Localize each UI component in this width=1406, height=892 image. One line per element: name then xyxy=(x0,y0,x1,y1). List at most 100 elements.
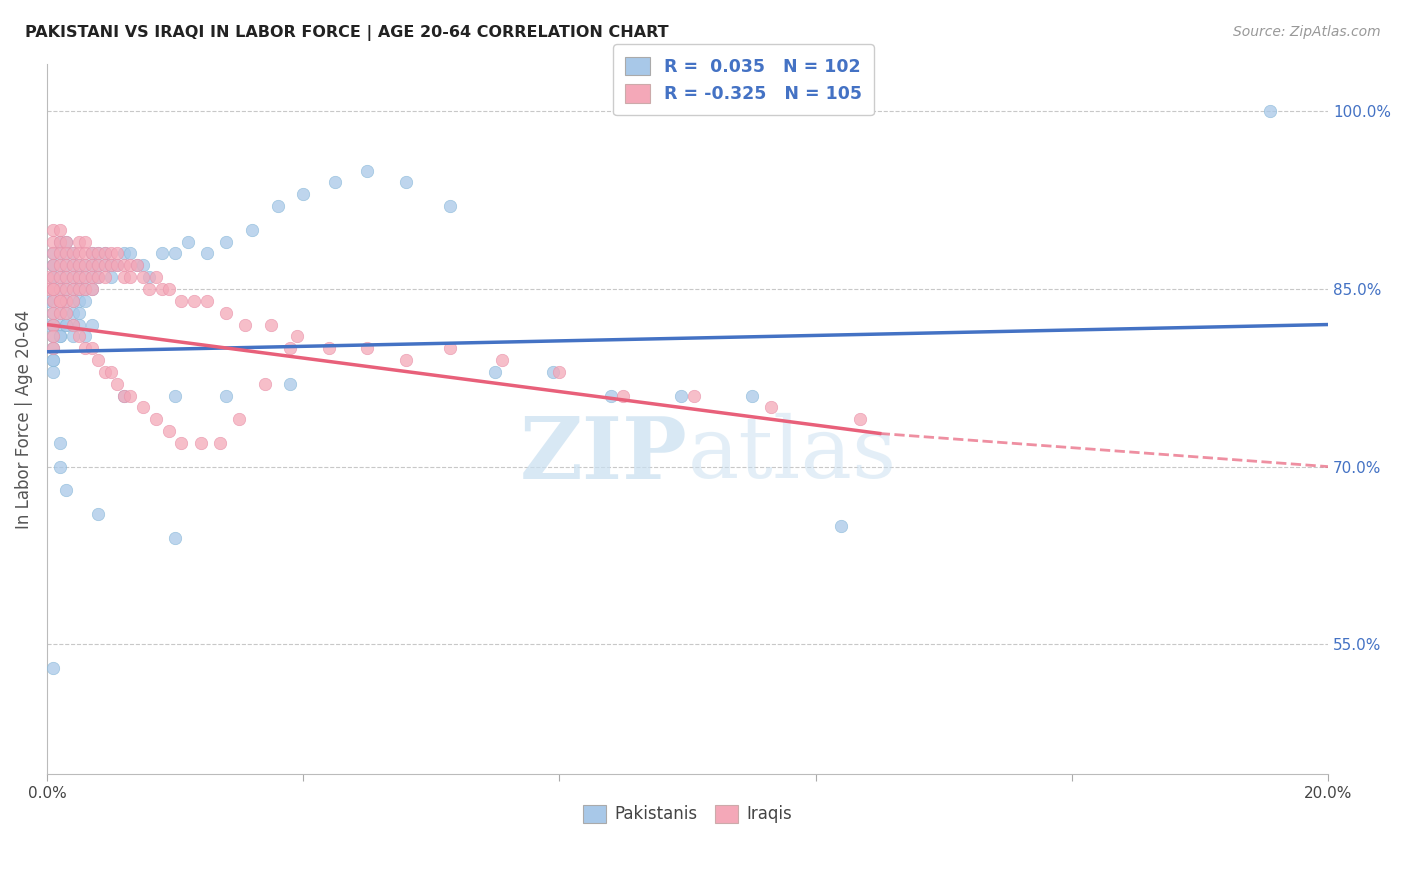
Point xyxy=(195,246,218,260)
Point xyxy=(48,318,70,332)
Point xyxy=(48,282,70,296)
Point xyxy=(55,246,77,260)
Point xyxy=(612,388,634,402)
Point xyxy=(830,518,852,533)
Point xyxy=(208,436,231,450)
Point xyxy=(93,258,115,272)
Point xyxy=(138,282,160,296)
Point xyxy=(67,258,90,272)
Point xyxy=(278,341,301,355)
Point xyxy=(62,246,84,260)
Point xyxy=(42,341,65,355)
Point xyxy=(100,258,122,272)
Point xyxy=(541,365,564,379)
Point xyxy=(42,353,65,368)
Point xyxy=(55,293,77,308)
Point xyxy=(62,329,84,343)
Point xyxy=(132,401,155,415)
Point xyxy=(163,246,186,260)
Point xyxy=(170,293,193,308)
Point xyxy=(62,282,84,296)
Point xyxy=(112,388,135,402)
Point xyxy=(75,270,97,285)
Point xyxy=(1260,104,1282,119)
Point xyxy=(170,436,193,450)
Point xyxy=(35,318,58,332)
Point xyxy=(80,341,103,355)
Point xyxy=(75,282,97,296)
Point xyxy=(42,246,65,260)
Point xyxy=(42,258,65,272)
Point xyxy=(395,353,418,368)
Point xyxy=(125,258,148,272)
Point xyxy=(87,270,110,285)
Point xyxy=(67,282,90,296)
Point xyxy=(48,293,70,308)
Point xyxy=(80,246,103,260)
Point xyxy=(87,246,110,260)
Point xyxy=(93,365,115,379)
Point xyxy=(62,258,84,272)
Point xyxy=(48,306,70,320)
Point xyxy=(157,282,180,296)
Point xyxy=(80,270,103,285)
Point xyxy=(67,318,90,332)
Point xyxy=(55,235,77,249)
Point xyxy=(93,270,115,285)
Point xyxy=(285,329,308,343)
Text: Source: ZipAtlas.com: Source: ZipAtlas.com xyxy=(1233,25,1381,39)
Point xyxy=(42,258,65,272)
Point xyxy=(42,293,65,308)
Point xyxy=(150,246,173,260)
Point xyxy=(48,235,70,249)
Point xyxy=(120,270,142,285)
Point xyxy=(55,258,77,272)
Point xyxy=(55,318,77,332)
Point xyxy=(75,270,97,285)
Point xyxy=(55,270,77,285)
Point xyxy=(42,661,65,675)
Point xyxy=(62,306,84,320)
Text: atlas: atlas xyxy=(688,413,897,496)
Point xyxy=(120,258,142,272)
Point xyxy=(292,187,315,202)
Point xyxy=(55,282,77,296)
Point xyxy=(87,270,110,285)
Point xyxy=(87,258,110,272)
Point xyxy=(80,258,103,272)
Point xyxy=(599,388,621,402)
Point xyxy=(484,365,506,379)
Point xyxy=(62,293,84,308)
Point xyxy=(253,376,276,391)
Legend: Pakistanis, Iraqis: Pakistanis, Iraqis xyxy=(576,798,799,830)
Point xyxy=(42,270,65,285)
Point xyxy=(318,341,340,355)
Point xyxy=(105,258,128,272)
Point xyxy=(138,270,160,285)
Point xyxy=(48,246,70,260)
Point xyxy=(48,329,70,343)
Point xyxy=(759,401,782,415)
Point xyxy=(67,270,90,285)
Point xyxy=(93,246,115,260)
Point xyxy=(48,293,70,308)
Point xyxy=(120,246,142,260)
Point xyxy=(55,270,77,285)
Point xyxy=(48,329,70,343)
Point xyxy=(75,246,97,260)
Point xyxy=(125,258,148,272)
Y-axis label: In Labor Force | Age 20-64: In Labor Force | Age 20-64 xyxy=(15,310,32,529)
Point xyxy=(105,376,128,391)
Point xyxy=(48,258,70,272)
Point xyxy=(87,353,110,368)
Point xyxy=(67,306,90,320)
Point xyxy=(35,282,58,296)
Point xyxy=(100,365,122,379)
Point xyxy=(62,270,84,285)
Point xyxy=(42,293,65,308)
Point xyxy=(67,258,90,272)
Point xyxy=(93,258,115,272)
Point xyxy=(35,270,58,285)
Point xyxy=(548,365,571,379)
Point xyxy=(62,270,84,285)
